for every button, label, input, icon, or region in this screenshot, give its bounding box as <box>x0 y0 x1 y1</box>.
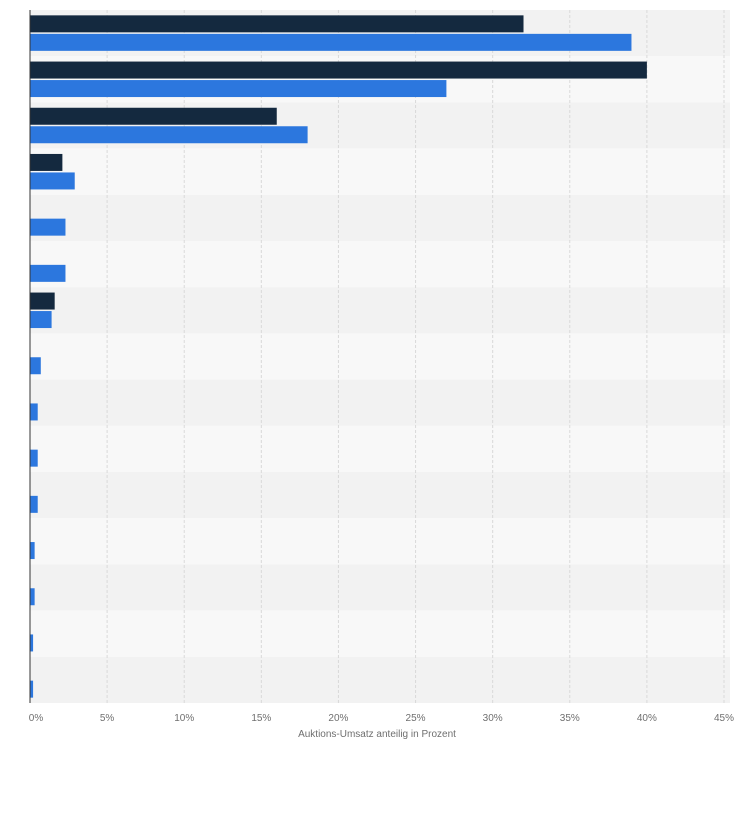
row-band <box>30 425 730 472</box>
bar-series-2 <box>30 126 308 144</box>
x-axis-label: Auktions-Umsatz anteilig in Prozent <box>298 729 456 740</box>
row-band <box>30 194 730 241</box>
bar-series-2 <box>30 495 38 513</box>
x-tick-label: 35% <box>560 713 580 724</box>
row-band <box>30 518 730 565</box>
bar-series-1 <box>30 61 647 79</box>
x-tick-label: 20% <box>328 713 348 724</box>
x-tick-label: 30% <box>483 713 503 724</box>
bar-series-2 <box>30 264 66 282</box>
bar-series-2 <box>30 218 66 236</box>
bar-series-2 <box>30 80 447 98</box>
x-axis: 0% 5% 10% 15% 20% 25% 30% 35% 40% 45% <box>29 10 734 724</box>
gridlines <box>106 10 725 703</box>
x-tick-label: 15% <box>251 713 271 724</box>
row-band <box>30 656 730 703</box>
row-band <box>30 287 730 334</box>
row-band <box>30 379 730 426</box>
bar-series-2 <box>30 33 632 51</box>
row-band <box>30 472 730 519</box>
row-band <box>30 241 730 288</box>
bar-series-2 <box>30 634 34 652</box>
bars <box>30 15 647 698</box>
row-band <box>30 610 730 657</box>
bar-series-2 <box>30 172 75 190</box>
x-tick-label: 10% <box>174 713 194 724</box>
bar-series-1 <box>30 107 277 125</box>
bar-series-2 <box>30 449 38 467</box>
bar-series-2 <box>30 403 38 421</box>
x-tick-label: 45% <box>714 713 734 724</box>
bar-series-1 <box>30 15 524 33</box>
bar-series-2 <box>30 311 52 329</box>
x-tick-label: 0% <box>29 713 44 724</box>
bar-series-2 <box>30 357 41 375</box>
x-tick-label: 5% <box>100 713 115 724</box>
row-band <box>30 333 730 380</box>
row-band <box>30 148 730 195</box>
bar-series-2 <box>30 588 35 606</box>
bar-series-2 <box>30 680 34 698</box>
bar-series-1 <box>30 292 55 310</box>
x-tick-label: 40% <box>637 713 657 724</box>
bar-series-1 <box>30 153 63 171</box>
bar-series-2 <box>30 542 35 560</box>
x-tick-label: 25% <box>406 713 426 724</box>
row-band <box>30 564 730 611</box>
